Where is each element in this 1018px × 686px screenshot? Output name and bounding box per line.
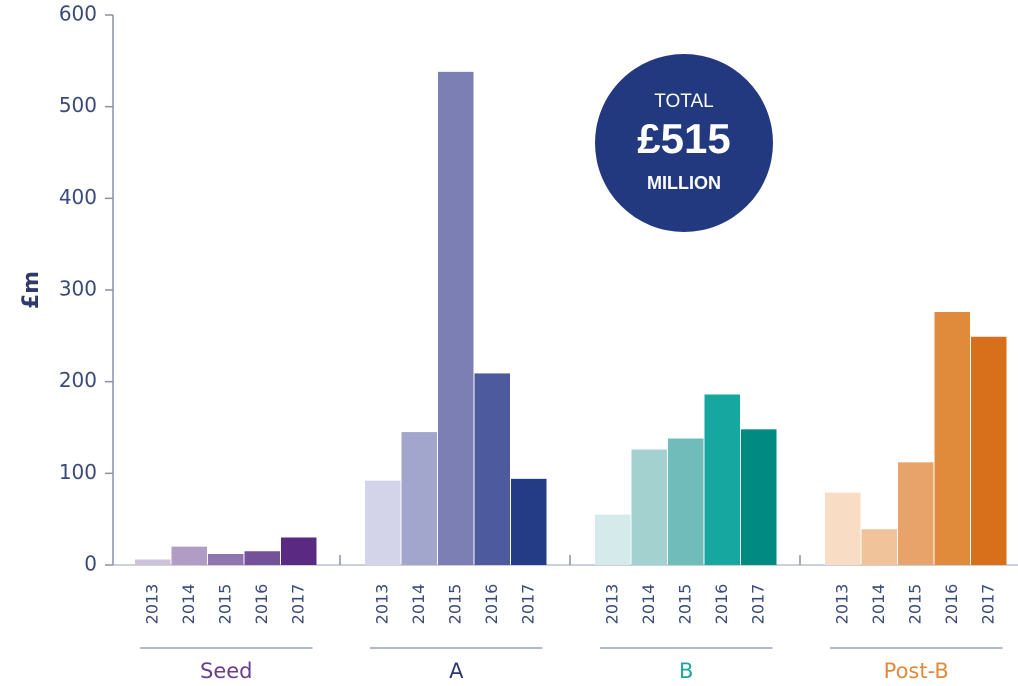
bar xyxy=(595,514,631,565)
x-tick-label: 2014 xyxy=(639,584,658,625)
x-tick-label: 2016 xyxy=(482,584,501,625)
x-tick-label: 2015 xyxy=(905,584,924,625)
badge-line3: MILLION xyxy=(647,173,721,193)
x-tick-label: 2017 xyxy=(518,584,537,625)
bar xyxy=(365,480,401,565)
bar xyxy=(511,478,547,565)
x-tick-label: 2014 xyxy=(869,584,888,625)
x-tick-label: 2016 xyxy=(712,584,731,625)
y-tick-label: 0 xyxy=(84,552,97,576)
y-tick-label: 100 xyxy=(59,460,97,484)
bar xyxy=(135,559,171,565)
bar xyxy=(244,551,280,565)
bar xyxy=(631,449,667,565)
x-tick-label: 2014 xyxy=(409,584,428,625)
bar xyxy=(825,492,861,565)
x-tick-label: 2013 xyxy=(602,584,621,625)
y-tick-label: 600 xyxy=(59,2,97,26)
x-tick-label: 2016 xyxy=(942,584,961,625)
bar xyxy=(171,546,207,565)
bar xyxy=(704,394,740,565)
bar xyxy=(401,432,437,565)
group-label: Seed xyxy=(200,659,253,683)
y-tick-label: 400 xyxy=(59,185,97,209)
badge-line2: £515 xyxy=(637,115,730,162)
y-tick-label: 300 xyxy=(59,277,97,301)
y-axis-label: £m xyxy=(19,271,44,309)
bar xyxy=(741,429,777,565)
bar xyxy=(934,312,970,565)
x-tick-label: 2017 xyxy=(978,584,997,625)
x-tick-label: 2015 xyxy=(675,584,694,625)
bar xyxy=(474,373,510,565)
bar xyxy=(438,71,474,565)
bar xyxy=(281,537,317,565)
group-label: Post-B xyxy=(884,659,949,683)
y-tick-label: 500 xyxy=(59,93,97,117)
x-tick-label: 2017 xyxy=(288,584,307,625)
badge-line1: TOTAL xyxy=(654,91,713,112)
x-tick-label: 2013 xyxy=(372,584,391,625)
x-tick-label: 2013 xyxy=(832,584,851,625)
x-tick-label: 2013 xyxy=(142,584,161,625)
group-label: A xyxy=(449,659,464,683)
bar xyxy=(208,554,244,565)
total-badge xyxy=(595,54,773,232)
bar xyxy=(668,438,704,565)
y-tick-label: 200 xyxy=(59,368,97,392)
bar xyxy=(861,529,897,565)
x-tick-label: 2015 xyxy=(445,584,464,625)
bar xyxy=(971,336,1007,565)
x-tick-label: 2015 xyxy=(215,584,234,625)
x-tick-label: 2017 xyxy=(748,584,767,625)
x-tick-label: 2016 xyxy=(252,584,271,625)
x-tick-label: 2014 xyxy=(179,584,198,625)
bar xyxy=(898,462,934,565)
group-label: B xyxy=(679,659,693,683)
